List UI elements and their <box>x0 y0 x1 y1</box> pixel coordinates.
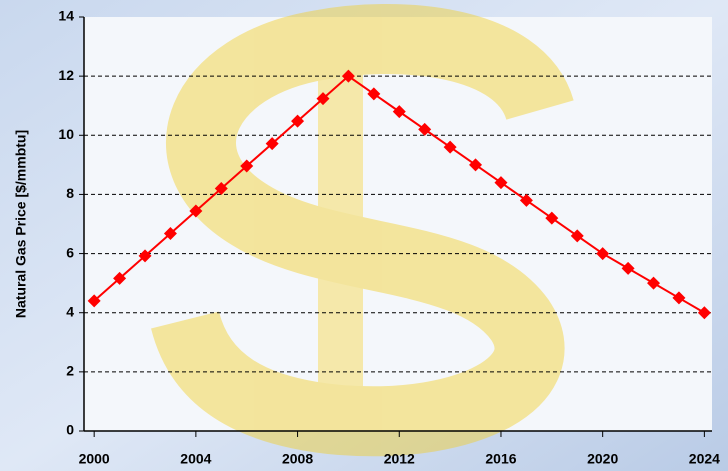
data-marker <box>469 158 483 172</box>
data-marker <box>316 92 330 106</box>
x-tick-label: 2016 <box>485 451 516 467</box>
y-tick-label: 10 <box>58 126 74 142</box>
dollar-decoration <box>151 4 574 457</box>
data-marker <box>189 204 203 218</box>
data-marker <box>214 182 228 196</box>
data-marker <box>367 87 381 101</box>
data-marker <box>265 137 279 151</box>
data-marker <box>163 226 177 240</box>
x-tick-label: 2012 <box>384 451 415 467</box>
data-marker <box>87 294 101 308</box>
x-tick-label: 2000 <box>79 451 110 467</box>
y-tick-label: 12 <box>58 67 74 83</box>
y-axis-label: Natural Gas Price [$/mmbtu] <box>13 130 29 318</box>
data-marker <box>647 276 661 290</box>
data-marker <box>545 211 559 225</box>
y-tick-label: 4 <box>66 303 74 319</box>
data-marker <box>341 69 355 83</box>
y-tick-label: 14 <box>58 8 74 24</box>
data-marker <box>240 159 254 173</box>
y-tick-label: 0 <box>66 422 74 438</box>
data-marker <box>494 176 508 190</box>
data-marker <box>519 193 533 207</box>
data-marker <box>418 122 432 136</box>
data-marker <box>621 261 635 275</box>
x-tick-label: 2008 <box>282 451 313 467</box>
data-marker <box>392 105 406 119</box>
y-tick-label: 8 <box>66 185 74 201</box>
y-tick-label: 6 <box>66 244 74 260</box>
plot-area <box>84 17 712 431</box>
data-marker <box>138 249 152 263</box>
x-tick-label: 2024 <box>689 451 720 467</box>
x-tick-label: 2020 <box>587 451 618 467</box>
data-marker <box>697 306 711 320</box>
x-tick-label: 2004 <box>180 451 211 467</box>
data-marker <box>291 114 305 128</box>
y-tick-label: 2 <box>66 363 74 379</box>
data-marker <box>596 247 610 261</box>
data-marker <box>113 271 127 285</box>
data-marker <box>443 140 457 154</box>
data-marker <box>672 291 686 305</box>
data-marker <box>570 229 584 243</box>
